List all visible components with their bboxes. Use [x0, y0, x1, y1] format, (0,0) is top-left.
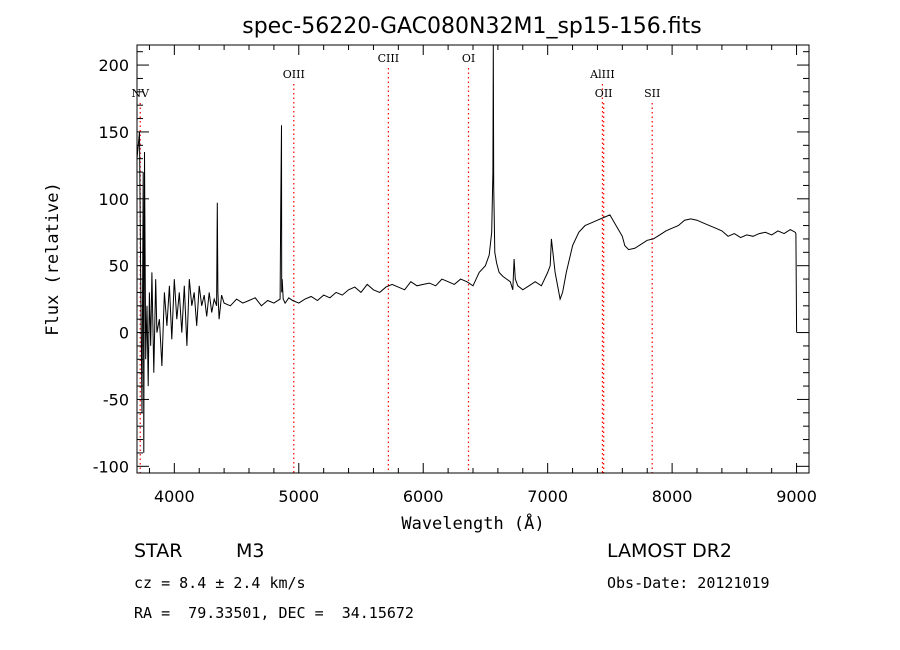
x-tick-label: 6000 [403, 487, 444, 506]
line-marker-label: OIII [283, 68, 305, 81]
y-tick-label: -100 [93, 457, 129, 476]
object-class-text: STAR [134, 540, 183, 562]
y-tick-label: 100 [98, 190, 129, 209]
plot-frame [136, 44, 810, 474]
x-tick-label: 7000 [527, 487, 568, 506]
x-tick-label: 8000 [652, 487, 693, 506]
y-axis-label: Flux (relative) [43, 182, 63, 336]
y-tick-label: 150 [98, 123, 129, 142]
x-tick-label: 5000 [278, 487, 319, 506]
y-tick-label: 0 [119, 324, 129, 343]
obs-date-text: Obs-Date: 20121019 [607, 574, 770, 592]
line-marker-label: CIII [378, 52, 399, 65]
line-marker-label: AlIII [589, 68, 615, 81]
y-tick-label: -50 [103, 390, 129, 409]
survey-text: LAMOST DR2 [607, 540, 732, 562]
subclass-text: M3 [236, 540, 265, 562]
x-tick-label: 4000 [154, 487, 195, 506]
chart-title: spec-56220-GAC080N32M1_sp15-156.fits [242, 14, 702, 39]
emission-line-markers: NV OIII CIII OI AlIII OII SII [131, 52, 660, 473]
line-marker-label: OI [462, 52, 475, 65]
x-axis-label: Wavelength (Å) [401, 512, 544, 534]
line-marker-label: SII [644, 87, 660, 100]
line-marker-label: OII [595, 87, 613, 100]
x-tick-label: 9000 [776, 487, 817, 506]
y-tick-label: 200 [98, 56, 129, 75]
velocity-text: cz = 8.4 ± 2.4 km/s [134, 574, 306, 592]
line-marker-label: NV [131, 87, 150, 100]
y-tick-label: 50 [109, 257, 129, 276]
axis-ticks: 4000 5000 6000 7000 8000 9000 -100 -50 0 50 100 150… [93, 45, 817, 506]
coordinates-text: RA = 79.33501, DEC = 34.15672 [134, 604, 414, 622]
spectrum-line [136, 44, 798, 453]
